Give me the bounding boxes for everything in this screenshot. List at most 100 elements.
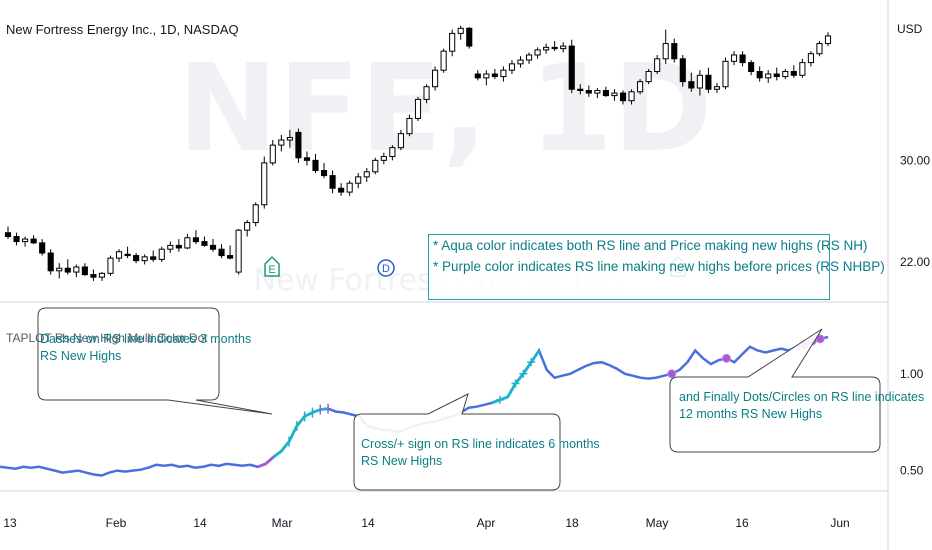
candle-body (705, 74, 712, 90)
symbol-title[interactable]: New Fortress Energy Inc., 1D, NASDAQ (6, 22, 239, 37)
candle-body (141, 256, 148, 262)
candle-body (696, 74, 703, 89)
rs-cross-mark (511, 379, 520, 388)
candle-body (713, 86, 721, 90)
candle-body (346, 182, 353, 193)
time-tick-label: 14 (193, 516, 207, 530)
candle-body (585, 90, 592, 94)
candle-body (30, 238, 37, 244)
rs-nh-aqua-segment (491, 349, 541, 405)
candle-body (4, 232, 12, 238)
candle-body (158, 248, 165, 260)
candle-body (184, 237, 191, 249)
candle-body (765, 73, 772, 79)
candle-body (491, 73, 498, 78)
candle-body (73, 266, 80, 273)
callout-cross: Cross/+ sign on RS line indicates 6 mont… (361, 436, 600, 470)
candle-body (13, 236, 20, 243)
candle-body (124, 253, 131, 257)
price-tick-label: 30.00 (900, 153, 930, 167)
candle-body (201, 241, 208, 246)
candle-body (671, 43, 678, 60)
time-tick-label: Jun (830, 516, 849, 530)
candle-body (449, 32, 456, 52)
candle-body (483, 73, 490, 79)
time-tick-label: 13 (3, 516, 17, 530)
candle-body (543, 46, 550, 51)
candle-body (389, 147, 396, 158)
candle-body (611, 92, 618, 97)
candle-body (560, 45, 567, 50)
candle-body (534, 49, 541, 56)
candle-body (619, 92, 627, 102)
candle-body (56, 267, 63, 272)
candle-body (432, 69, 439, 88)
candle-body (64, 267, 71, 273)
indicator-title[interactable]: TAPLOT Rs New High Multi Color Dot (6, 331, 208, 345)
candle-body (722, 60, 729, 88)
candle-body (406, 117, 413, 135)
candle-body (679, 58, 686, 83)
candle-body (81, 266, 88, 276)
candle-body (90, 274, 97, 278)
callout-dashes-line2: RS New Highs (40, 349, 122, 363)
callout-dots: and Finally Dots/Circles on RS line indi… (679, 389, 924, 423)
candle-body (261, 162, 268, 206)
candle-body (133, 255, 140, 262)
candle-body (397, 133, 404, 149)
candle-body (645, 70, 652, 83)
candle-body (577, 88, 584, 92)
candle-body (773, 73, 780, 78)
candle-body (756, 70, 763, 79)
candle-body (457, 27, 464, 34)
candle-body (175, 244, 182, 249)
candle-body (517, 59, 524, 65)
candle-body (568, 45, 575, 90)
earnings-marker-icon (264, 255, 280, 277)
candle-body (414, 98, 422, 119)
price-tick-label: 22.00 (900, 255, 930, 269)
candle-body (355, 176, 362, 184)
candle-body (551, 46, 558, 50)
candle-body (440, 50, 447, 71)
earnings-marker-label: E (268, 264, 275, 276)
candle-body (748, 62, 755, 72)
candle-body (739, 54, 746, 64)
candle-body (192, 237, 199, 243)
callout-dots-line1: and Finally Dots/Circles on RS line indi… (679, 390, 925, 404)
candle-body (329, 175, 336, 189)
info-line-purple: * Purple color indicates RS line making … (433, 259, 885, 274)
candle-body (320, 170, 328, 177)
candle-body (295, 131, 302, 159)
candle-body (423, 86, 430, 100)
candle-body (278, 139, 285, 146)
candle-body (688, 81, 695, 89)
candle-body (790, 70, 797, 76)
time-tick-label: 14 (361, 516, 375, 530)
candle-body (115, 251, 123, 259)
candle-body (525, 54, 533, 61)
rs-circle-dot (721, 353, 731, 363)
candle-body (782, 70, 789, 78)
candle-body (303, 157, 311, 161)
candle-body (474, 73, 481, 79)
rs-tick-label: 1.00 (900, 367, 924, 381)
candle-body (98, 272, 106, 278)
callout-cross-line2: RS New Highs (361, 454, 443, 468)
candle-body (363, 171, 370, 178)
time-tick-label: Feb (106, 516, 127, 530)
candle-body (107, 257, 114, 274)
candle-body (662, 43, 669, 60)
time-tick-label: May (646, 516, 669, 530)
dividend-marker-label: D (382, 263, 390, 275)
candle-body (47, 252, 54, 272)
candle-body (508, 63, 516, 71)
candle-body (730, 54, 738, 62)
candle-body (500, 69, 507, 78)
candle-body (235, 229, 242, 273)
candle-body (286, 136, 293, 141)
candle-body (252, 204, 259, 224)
candle-body (824, 35, 832, 45)
candle-body (227, 255, 234, 259)
